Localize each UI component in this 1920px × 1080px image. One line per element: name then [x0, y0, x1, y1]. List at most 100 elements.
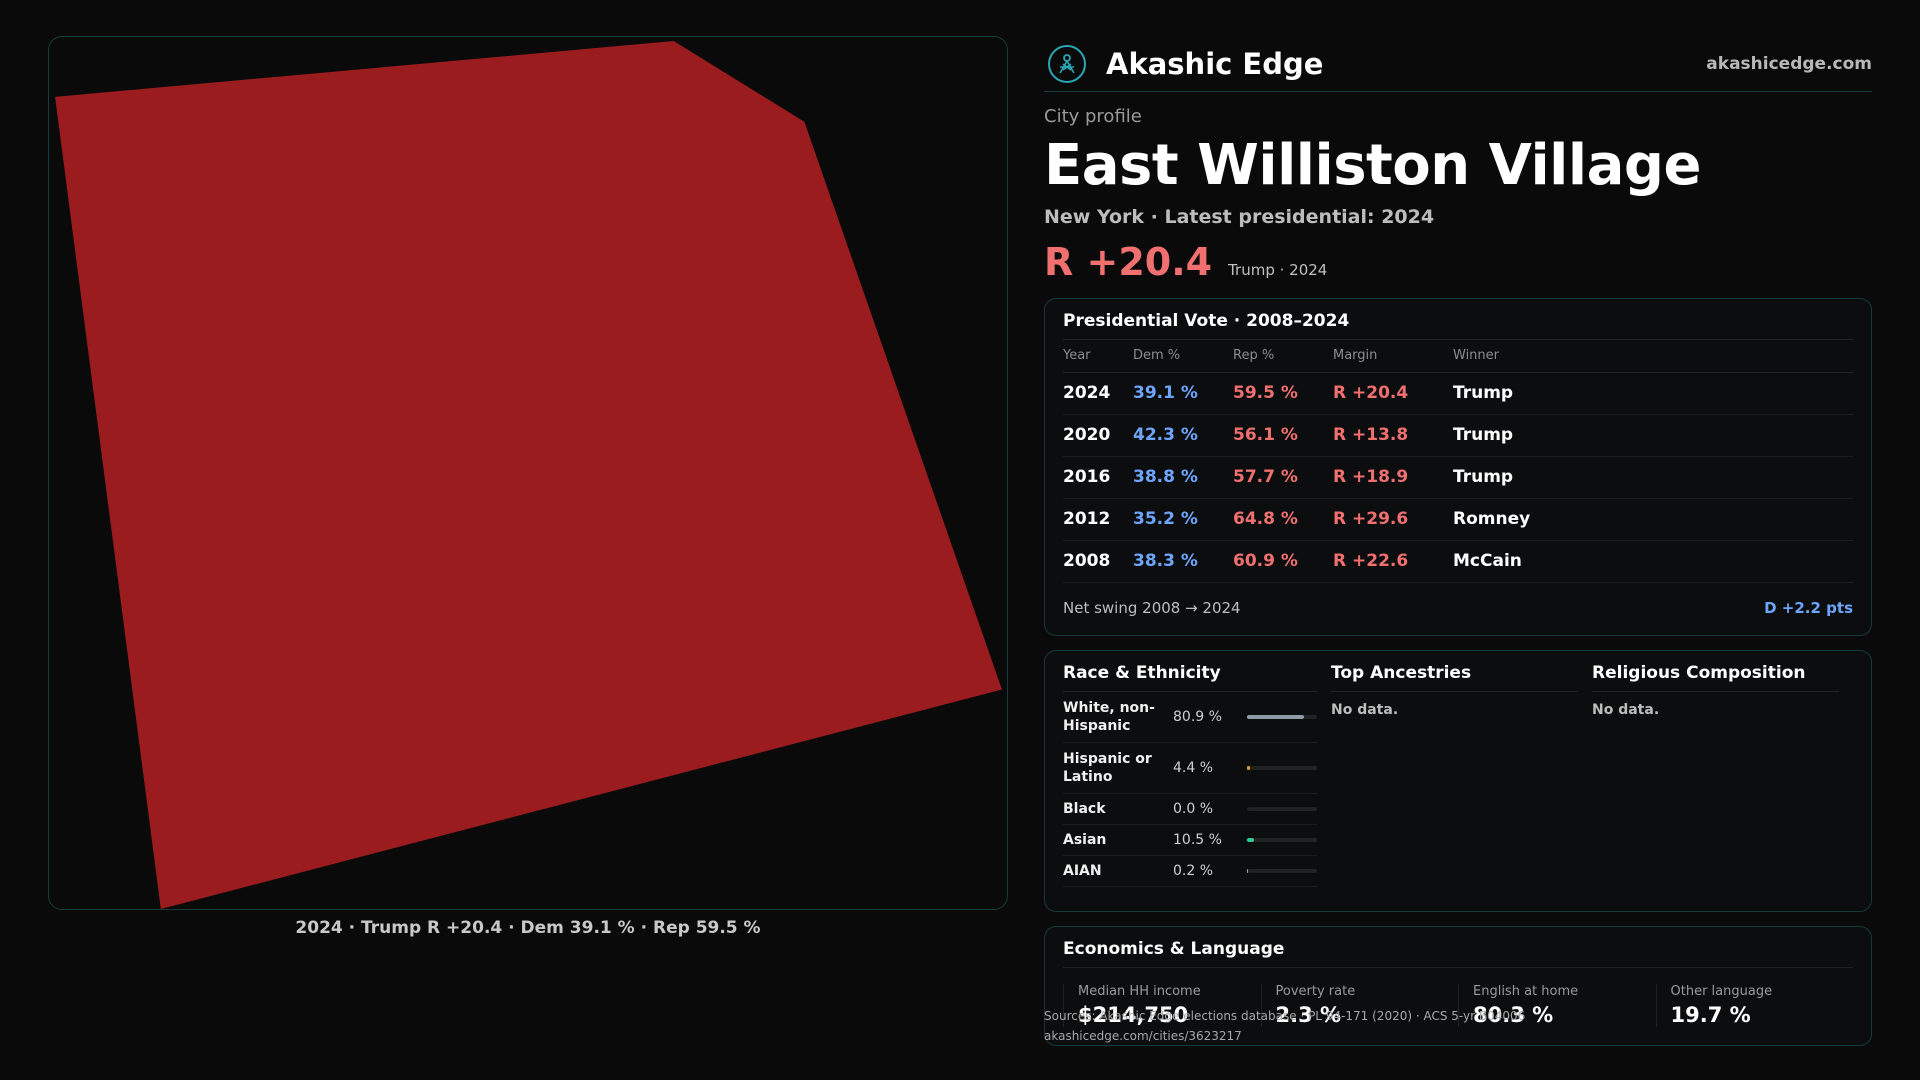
cell-winner: Trump — [1453, 372, 1853, 415]
cell-margin: R +18.9 — [1333, 456, 1453, 499]
brand-url-link[interactable]: akashicedge.com — [1706, 53, 1872, 74]
list-item: Asian 10.5 % — [1063, 825, 1317, 856]
table-row: 2020 42.3 % 56.1 % R +13.8 Trump — [1063, 414, 1853, 457]
page-title: East Williston Village — [1044, 133, 1701, 198]
column-header-winner: Winner — [1453, 340, 1853, 373]
table-row: 2008 38.3 % 60.9 % R +22.6 McCain — [1063, 540, 1853, 583]
source-url-link[interactable]: akashicedge.com/cities/3623217 — [1044, 1029, 1242, 1043]
latest-margin: R +20.4 — [1044, 240, 1213, 284]
econ-value: 19.7 % — [1670, 1003, 1751, 1027]
city-boundary-polygon[interactable] — [55, 40, 1002, 909]
race-bar — [1247, 766, 1317, 770]
econ-stat: Poverty rate 2.3 % — [1260, 984, 1459, 1027]
cell-dem: 38.8 % — [1133, 456, 1233, 499]
cell-dem: 38.3 % — [1133, 540, 1233, 583]
race-bar-fill — [1247, 838, 1255, 842]
cell-margin: R +29.6 — [1333, 498, 1453, 541]
column-header-year: Year — [1063, 340, 1133, 373]
race-percent: 80.9 % — [1173, 709, 1222, 725]
race-label: Hispanic or Latino — [1063, 751, 1152, 785]
source-citation: Sources: Akashic Edge elections database… — [1044, 1009, 1526, 1023]
presidential-vote-title: Presidential Vote · 2008–2024 — [1063, 311, 1853, 340]
race-ethnicity-list: White, non-Hispanic 80.9 % Hispanic or L… — [1063, 692, 1317, 887]
cell-rep: 56.1 % — [1233, 414, 1333, 457]
table-row: 2012 35.2 % 64.8 % R +29.6 Romney — [1063, 498, 1853, 541]
table-header-row: Year Dem % Rep % Margin Winner — [1063, 340, 1853, 373]
presidential-vote-table: Year Dem % Rep % Margin Winner 2024 39.1… — [1063, 340, 1853, 583]
cell-rep: 59.5 % — [1233, 372, 1333, 415]
list-item: White, non-Hispanic 80.9 % — [1063, 692, 1317, 743]
race-bar — [1247, 807, 1317, 811]
econ-label: Median HH income — [1078, 984, 1201, 999]
map-caption: 2024 · Trump R +20.4 · Dem 39.1 % · Rep … — [295, 918, 761, 938]
econ-value: 80.3 % — [1473, 1003, 1554, 1027]
race-ethnicity-title: Race & Ethnicity — [1063, 663, 1317, 692]
column-header-margin: Margin — [1333, 340, 1453, 373]
cell-winner: Trump — [1453, 414, 1853, 457]
city-profile-panel: Akashic Edge akashicedge.com City profil… — [1044, 36, 1872, 1046]
economics-card: Economics & Language Median HH income $2… — [1044, 926, 1872, 1046]
cell-year: 2012 — [1063, 498, 1133, 541]
net-swing-value: D +2.2 pts — [1764, 598, 1853, 617]
cell-dem: 39.1 % — [1133, 372, 1233, 415]
table-row: 2024 39.1 % 59.5 % R +20.4 Trump — [1063, 372, 1853, 415]
cell-winner: Trump — [1453, 456, 1853, 499]
presidential-vote-card: Presidential Vote · 2008–2024 Year Dem %… — [1044, 298, 1872, 636]
headline-margin: R +20.4 Trump · 2024 — [1044, 240, 1872, 284]
cell-dem: 35.2 % — [1133, 498, 1233, 541]
logo-icon[interactable] — [1048, 44, 1086, 83]
race-bar-fill — [1247, 715, 1304, 719]
cell-year: 2020 — [1063, 414, 1133, 457]
econ-label: Poverty rate — [1275, 984, 1356, 999]
list-item: Hispanic or Latino 4.4 % — [1063, 743, 1317, 794]
race-ethnicity-section: Race & Ethnicity White, non-Hispanic 80.… — [1063, 663, 1331, 899]
race-bar — [1247, 715, 1317, 719]
city-boundary-map[interactable] — [48, 36, 1008, 910]
cell-year: 2016 — [1063, 456, 1133, 499]
econ-value: $214,750 — [1078, 1003, 1189, 1027]
city-boundary-svg — [55, 40, 1002, 909]
source-footer: Sources: Akashic Edge elections database… — [1044, 1006, 1525, 1046]
brand-name[interactable]: Akashic Edge — [1106, 46, 1324, 81]
econ-value: 2.3 % — [1275, 1003, 1342, 1027]
cell-rep: 60.9 % — [1233, 540, 1333, 583]
economics-title: Economics & Language — [1063, 939, 1853, 968]
religion-empty: No data. — [1592, 702, 1660, 718]
cell-winner: Romney — [1453, 498, 1853, 541]
cell-rep: 57.7 % — [1233, 456, 1333, 499]
cell-year: 2008 — [1063, 540, 1133, 583]
religion-section: Religious Composition No data. — [1592, 663, 1853, 899]
cell-year: 2024 — [1063, 372, 1133, 415]
column-header-rep: Rep % — [1233, 340, 1333, 373]
religion-title: Religious Composition — [1592, 663, 1839, 692]
race-label: White, non-Hispanic — [1063, 700, 1155, 734]
econ-stat: Other language 19.7 % — [1655, 984, 1854, 1027]
race-label: Asian — [1063, 832, 1107, 848]
econ-stat: English at home 80.3 % — [1458, 984, 1656, 1027]
econ-label: English at home — [1473, 984, 1579, 999]
race-percent: 0.0 % — [1173, 801, 1214, 817]
page-eyebrow: City profile — [1044, 106, 1142, 127]
list-item: Black 0.0 % — [1063, 794, 1317, 825]
race-percent: 4.4 % — [1173, 760, 1214, 776]
economics-grid: Median HH income $214,750 Poverty rate 2… — [1063, 984, 1853, 1027]
ancestries-section: Top Ancestries No data. — [1331, 663, 1592, 899]
table-row: 2016 38.8 % 57.7 % R +18.9 Trump — [1063, 456, 1853, 499]
ancestries-empty: No data. — [1331, 702, 1399, 718]
cell-dem: 42.3 % — [1133, 414, 1233, 457]
cell-margin: R +20.4 — [1333, 372, 1453, 415]
column-header-dem: Dem % — [1133, 340, 1233, 373]
cell-rep: 64.8 % — [1233, 498, 1333, 541]
cell-winner: McCain — [1453, 540, 1853, 583]
race-label: Black — [1063, 801, 1106, 817]
race-bar-fill — [1247, 766, 1251, 770]
race-bar-fill — [1247, 869, 1249, 873]
net-swing-label: Net swing 2008 → 2024 — [1063, 598, 1241, 617]
race-percent: 0.2 % — [1173, 863, 1214, 879]
cell-margin: R +13.8 — [1333, 414, 1453, 457]
demographics-card: Race & Ethnicity White, non-Hispanic 80.… — [1044, 650, 1872, 912]
latest-margin-note: Trump · 2024 — [1228, 261, 1328, 279]
econ-stat: Median HH income $214,750 — [1063, 984, 1261, 1027]
brand-header: Akashic Edge akashicedge.com — [1044, 36, 1872, 92]
race-bar — [1247, 838, 1317, 842]
